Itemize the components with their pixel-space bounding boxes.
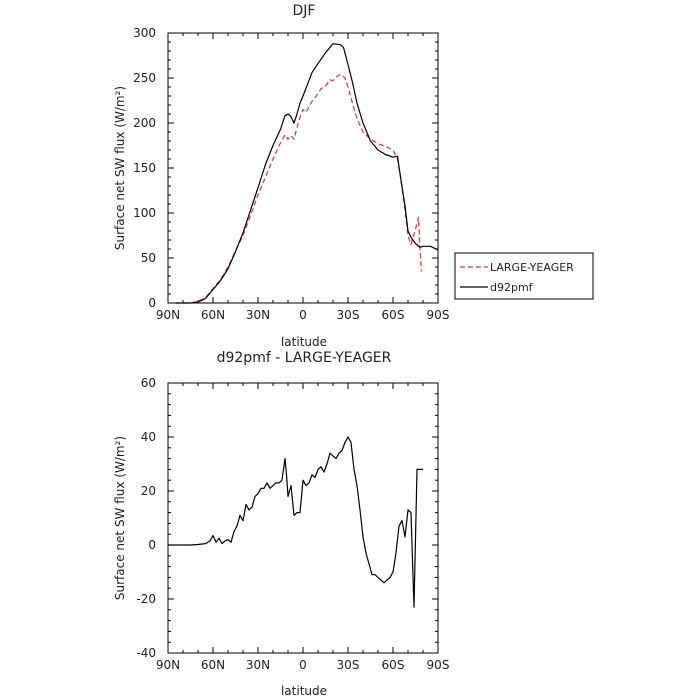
bottom-x-tick-label: 60N bbox=[201, 658, 225, 672]
bottom-chart-title: d92pmf - LARGE-YEAGER bbox=[217, 350, 392, 366]
bottom-y-tick-label: 20 bbox=[141, 484, 156, 498]
bottom-chart: d92pmf - LARGE-YEAGER Surface net SW flu… bbox=[113, 350, 449, 698]
bottom-x-tick-label: 0 bbox=[299, 658, 307, 672]
legend-label-d92pmf: d92pmf bbox=[490, 281, 534, 294]
bottom-series-line-difference bbox=[168, 436, 423, 608]
bottom-x-tick-label: 60S bbox=[382, 658, 405, 672]
top-series-line-d92pmf bbox=[175, 43, 439, 304]
bottom-chart-x-axis-label: latitude bbox=[281, 684, 327, 698]
bottom-chart-series bbox=[168, 436, 423, 608]
bottom-y-tick-label: 60 bbox=[141, 376, 156, 390]
top-y-tick-label: 100 bbox=[133, 206, 156, 220]
top-y-tick-label: 250 bbox=[133, 71, 156, 85]
legend: LARGE-YEAGER d92pmf bbox=[454, 252, 594, 300]
top-x-tick-label: 90S bbox=[427, 308, 450, 322]
top-x-tick-label: 30N bbox=[246, 308, 270, 322]
bottom-x-tick-label: 90S bbox=[427, 658, 450, 672]
top-chart-y-axis-label: Surface net SW flux (W/m²) bbox=[113, 86, 127, 250]
top-y-tick-label: 300 bbox=[133, 26, 156, 40]
bottom-x-tick-label: 30S bbox=[337, 658, 360, 672]
top-x-tick-label: 30S bbox=[337, 308, 360, 322]
bottom-y-tick-label: -40 bbox=[136, 646, 156, 660]
top-x-tick-label: 0 bbox=[299, 308, 307, 322]
top-y-tick-label: 150 bbox=[133, 161, 156, 175]
top-chart-ticks: 90N 60N 30N 0 30S 60S 90S 0 50 100 150 200 250 300 bbox=[133, 26, 449, 322]
bottom-x-tick-label: 90N bbox=[156, 658, 180, 672]
bottom-y-tick-label: 40 bbox=[141, 430, 156, 444]
top-chart-title: DJF bbox=[293, 3, 316, 19]
legend-label-large-yeager: LARGE-YEAGER bbox=[490, 261, 574, 274]
top-chart-series bbox=[175, 43, 439, 304]
top-x-tick-label: 60S bbox=[382, 308, 405, 322]
bottom-chart-y-axis-label: Surface net SW flux (W/m²) bbox=[113, 436, 127, 600]
top-x-tick-label: 60N bbox=[201, 308, 225, 322]
top-chart-x-axis-label: latitude bbox=[281, 335, 327, 349]
top-y-tick-label: 0 bbox=[148, 296, 156, 310]
top-y-tick-label: 200 bbox=[133, 116, 156, 130]
bottom-x-tick-label: 30N bbox=[246, 658, 270, 672]
bottom-chart-frame bbox=[167, 382, 439, 654]
top-chart-frame bbox=[167, 32, 439, 304]
top-x-tick-label: 90N bbox=[156, 308, 180, 322]
top-y-tick-label: 50 bbox=[141, 251, 156, 265]
top-chart: DJF Surface net SW flux (W/m²) latitude … bbox=[113, 3, 449, 349]
bottom-y-tick-label: 0 bbox=[148, 538, 156, 552]
legend-box bbox=[454, 252, 594, 300]
bottom-y-tick-label: -20 bbox=[136, 592, 156, 606]
